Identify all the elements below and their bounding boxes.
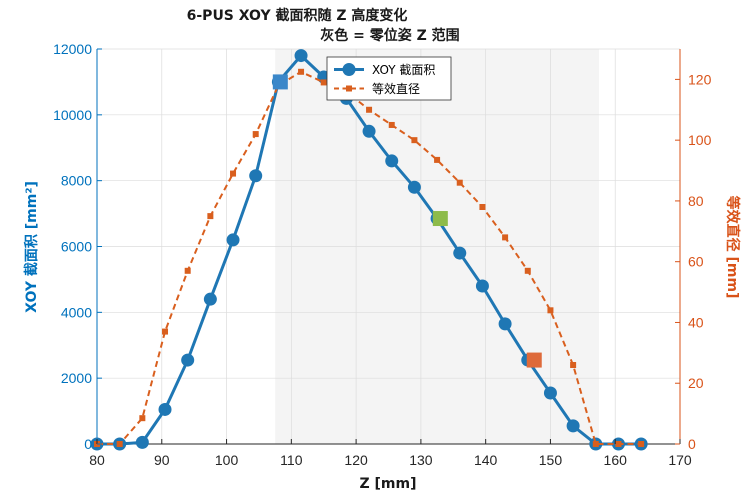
data-point-diameter: [570, 362, 577, 368]
data-point-area: [385, 154, 399, 168]
legend-label-diameter: 等效直径: [372, 81, 420, 96]
y-left-tick-label: 12000: [53, 41, 92, 57]
legend: XOY 截面积 等效直径: [326, 56, 452, 101]
x-tick-label: 110: [280, 452, 303, 468]
data-point-area: [249, 169, 263, 183]
x-tick-label: 100: [215, 452, 239, 468]
data-point-area: [407, 180, 421, 194]
data-point-area: [181, 353, 195, 367]
y-left-tick-label: 2000: [61, 370, 92, 386]
y-left-tick-label: 4000: [61, 304, 92, 320]
data-point-diameter: [207, 213, 214, 220]
data-point-area: [543, 386, 557, 400]
highlight-marker-2: [526, 352, 542, 368]
highlight-marker-0: [272, 74, 288, 90]
y-left-tick-label: 6000: [61, 239, 92, 255]
data-point-area: [453, 246, 467, 260]
y-axis-label-right: 等效直径 [mm]: [724, 196, 741, 299]
x-tick-label: 140: [474, 452, 498, 468]
data-point-diameter: [116, 441, 123, 447]
data-point-area: [158, 402, 172, 416]
data-point-diameter: [434, 156, 441, 163]
data-point-diameter: [366, 106, 373, 113]
y-right-tick-label: 60: [688, 254, 704, 270]
y-right-tick-label: 40: [688, 314, 704, 330]
data-point-diameter: [547, 307, 554, 314]
data-point-diameter: [139, 415, 146, 422]
y-left-tick-label: 8000: [61, 173, 92, 189]
data-point-diameter: [479, 204, 486, 210]
x-tick-label: 170: [668, 452, 692, 468]
y-right-tick-label: 80: [688, 193, 704, 209]
data-point-diameter: [456, 179, 463, 186]
x-tick-label: 90: [154, 452, 170, 468]
data-point-area: [203, 292, 217, 306]
data-point-diameter: [638, 441, 645, 447]
x-tick-label: 150: [539, 452, 563, 468]
legend-marker-diameter: [346, 85, 352, 92]
data-point-diameter: [184, 267, 191, 274]
legend-label-area: XOY 截面积: [372, 63, 435, 77]
data-point-diameter: [162, 328, 169, 335]
y-right-tick-label: 20: [688, 375, 704, 391]
data-point-area: [135, 435, 149, 449]
data-point-area: [362, 124, 376, 138]
data-point-diameter: [320, 79, 327, 86]
y-right-tick-label: 0: [688, 436, 696, 452]
x-tick-label: 130: [409, 452, 433, 468]
chart-title: 6-PUS XOY 截面积随 Z 高度变化: [187, 7, 408, 24]
x-tick-label: 160: [604, 452, 628, 468]
y-right-tick-label: 120: [688, 71, 712, 87]
data-point-diameter: [252, 131, 259, 138]
y-left-tick-label: 10000: [53, 107, 92, 123]
data-point-diameter: [502, 234, 509, 241]
y-right-tick-label: 100: [688, 132, 712, 148]
data-point-area: [226, 233, 240, 247]
y-left-tick-label: 0: [84, 436, 92, 452]
x-axis-label: Z [mm]: [360, 476, 417, 492]
data-point-diameter: [524, 267, 531, 274]
x-tick-label: 80: [89, 452, 105, 468]
x-tick-label: 120: [344, 452, 368, 468]
data-point-area: [475, 279, 489, 293]
highlight-marker-1: [432, 211, 448, 227]
y-axis-label-left: XOY 截面积 [mm²]: [23, 181, 40, 313]
chart-subtitle: 灰色 = 零位姿 Z 范围: [320, 27, 459, 44]
data-point-diameter: [388, 121, 395, 128]
data-point-diameter: [298, 68, 305, 75]
legend-marker-area: [342, 63, 356, 76]
data-point-diameter: [592, 441, 599, 447]
data-point-area: [294, 49, 308, 63]
data-point-diameter: [411, 137, 418, 144]
data-point-area: [566, 419, 580, 433]
data-point-area: [498, 317, 512, 331]
data-point-diameter: [230, 170, 237, 177]
data-point-diameter: [615, 441, 622, 447]
